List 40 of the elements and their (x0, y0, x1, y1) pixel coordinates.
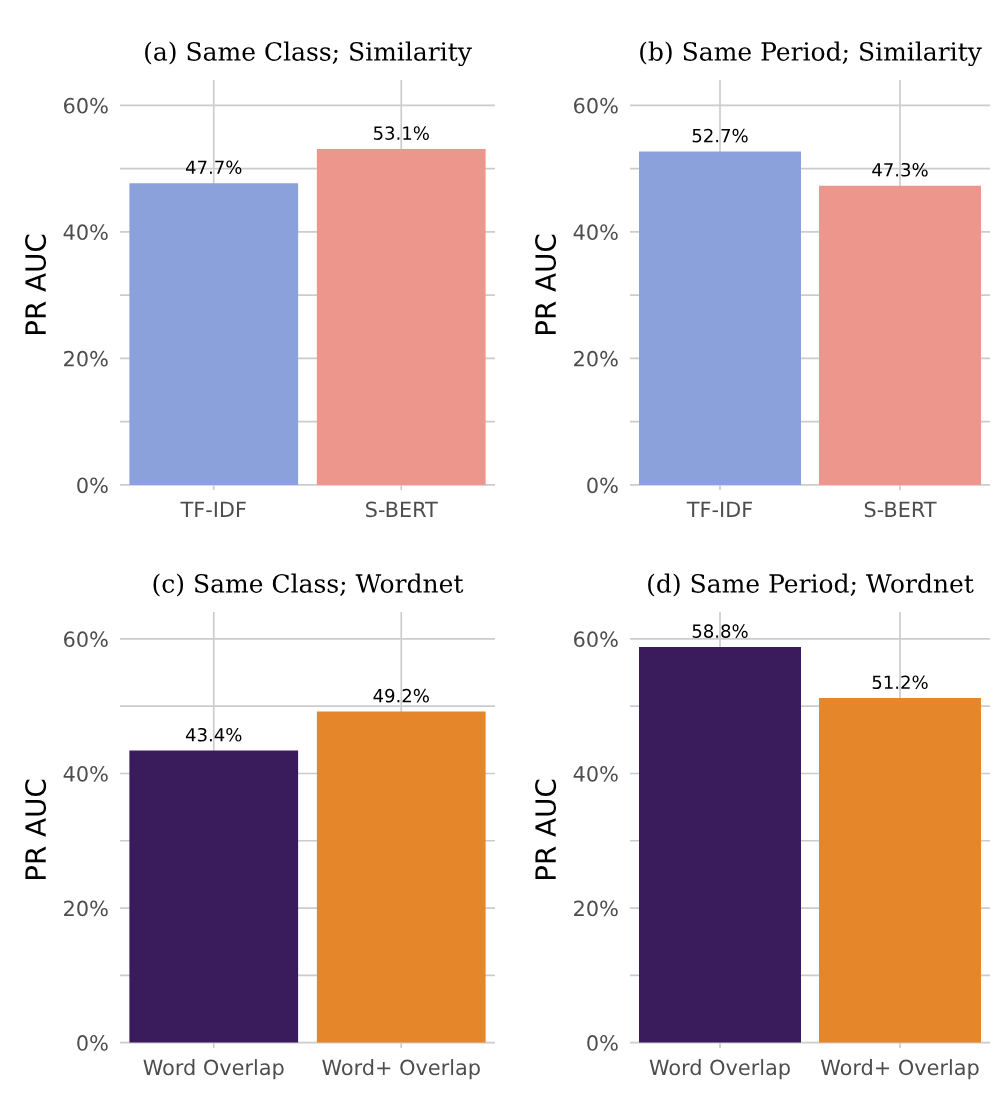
data-label: 43.4% (185, 727, 242, 742)
y-axis-title: PR AUC (535, 234, 557, 335)
chart-title: (c) Same Class; Wordnet (153, 573, 464, 597)
y-tick-label: 40% (63, 765, 108, 782)
data-label: 47.3% (872, 162, 928, 177)
y-tick-label: 60% (574, 97, 618, 114)
y-tick-label: 0% (587, 1035, 618, 1051)
data-label: 53.1% (373, 126, 429, 140)
data-label: 52.7% (692, 128, 748, 143)
y-tick-label: 40% (573, 765, 618, 782)
y-tick-label: 0% (587, 477, 618, 494)
y-axis-title: PR AUC (535, 779, 557, 880)
chart-title: (a) Same Class; Similarity (145, 41, 472, 67)
x-tick-label: TF-IDF (686, 501, 752, 517)
chart-title: (b) Same Period; Similarity (640, 41, 982, 67)
y-tick-label: 60% (574, 631, 618, 648)
x-tick-label: S-BERT (366, 501, 438, 518)
x-tick-label: S-BERT (864, 501, 937, 518)
x-tick-label: TF-IDF (180, 501, 246, 517)
x-tick-label: Word+ Overlap (322, 1059, 480, 1080)
y-tick-label: 0% (77, 1035, 108, 1051)
data-label: 47.7% (185, 160, 242, 175)
chart-title: (d) Same Period; Wordnet (648, 573, 974, 597)
data-label: 49.2% (373, 688, 429, 703)
x-tick-label: Word+ Overlap (820, 1059, 979, 1080)
x-tick-label: Word Overlap (649, 1059, 790, 1080)
y-tick-label: 20% (574, 900, 618, 917)
data-label: 58.8% (692, 624, 748, 638)
y-tick-label: 20% (64, 350, 108, 367)
y-axis-title: PR AUC (25, 779, 47, 880)
y-tick-label: 20% (574, 350, 618, 367)
y-tick-label: 60% (64, 97, 108, 114)
y-tick-label: 60% (64, 631, 108, 648)
data-label: 51.2% (872, 675, 928, 690)
y-tick-label: 40% (573, 224, 618, 241)
y-tick-label: 40% (63, 224, 108, 241)
y-tick-label: 0% (77, 477, 108, 494)
y-tick-label: 20% (64, 900, 108, 917)
y-axis-title: PR AUC (25, 234, 47, 335)
x-tick-label: Word Overlap (143, 1059, 284, 1080)
